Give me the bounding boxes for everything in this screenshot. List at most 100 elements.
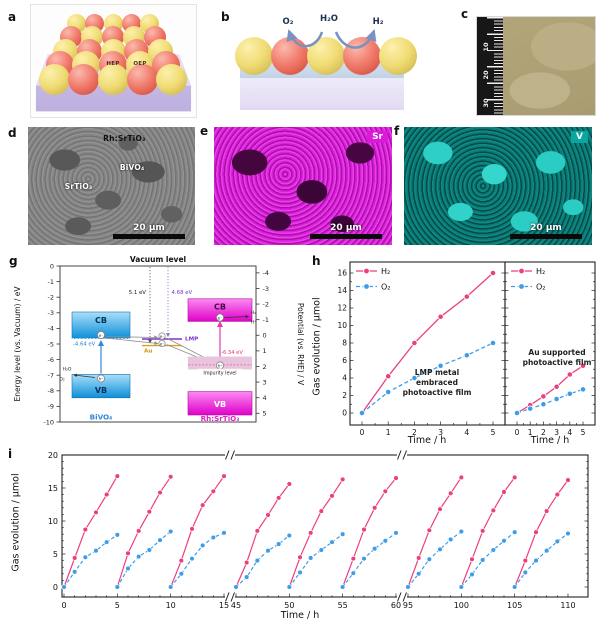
bivo4-annotation: BiVO₄: [119, 163, 145, 172]
svg-text:5: 5: [581, 428, 586, 437]
panel-g-band-diagram: Vacuum level 0-1-2-3-4-5-6-7-8-9-10 -4-3…: [13, 255, 305, 426]
water-oxidation-arrow: [73, 373, 96, 378]
svg-text:14: 14: [337, 286, 347, 295]
srtio3-vb-label: VB: [214, 400, 226, 409]
H2-cycle-line: [116, 476, 172, 588]
h2-molecule-label: H₂: [373, 17, 384, 27]
svg-text:15: 15: [219, 601, 229, 610]
panel-c-photograph: 10 20 30: [476, 16, 596, 116]
au-electron: e⁻: [160, 342, 165, 347]
bivo4-cb-label: CB: [95, 316, 107, 325]
oep-sphere: [235, 37, 273, 75]
scale-bar-line: [510, 234, 582, 239]
svg-text:0: 0: [360, 428, 365, 437]
H2-cycle-line: [63, 475, 118, 588]
ruler-mark-20: 20: [482, 70, 490, 80]
svg-text:5: 5: [491, 428, 496, 437]
panel-a-label: a: [8, 10, 17, 24]
scale-bar: 20 μm: [310, 223, 382, 239]
hep-sphere-label: HEP: [106, 61, 120, 67]
ruler: 10 20 30: [477, 17, 503, 115]
note-line: photoactive film: [522, 357, 592, 367]
ruler-mark-10: 10: [482, 42, 490, 52]
panel-h-label: h: [312, 254, 321, 268]
svg-text:15: 15: [48, 484, 58, 493]
hep-sphere: [343, 37, 381, 75]
bivo4-hole: h⁺: [99, 377, 104, 382]
svg-text:0: 0: [50, 262, 54, 270]
lmp-film-note: LMP metal embraced photoactive film: [391, 368, 483, 397]
svg-text:60: 60: [391, 601, 401, 610]
svg-text:20: 20: [48, 451, 58, 460]
O2-cycle-line: [407, 531, 462, 588]
oep-sphere: [97, 63, 129, 95]
photocatalyst-film-photo: [503, 17, 595, 115]
o2-molecule-label: O₂: [283, 17, 294, 27]
au-workfunction-value: 5.1 eV: [129, 290, 147, 296]
H2-cycle-line: [288, 479, 344, 588]
hep-sphere: [271, 37, 309, 75]
lmp-electron-circle: [158, 332, 166, 340]
O₂-line: [361, 342, 494, 414]
svg-text:-3: -3: [48, 309, 54, 317]
impurity-label-pill: [196, 368, 244, 376]
panel-i-label: i: [8, 447, 13, 461]
v-element-badge: V: [571, 131, 588, 143]
svg-text:2: 2: [541, 428, 546, 437]
H2-cycle-line: [235, 483, 290, 588]
svg-text:1: 1: [386, 428, 391, 437]
svg-text:55: 55: [338, 601, 348, 610]
scale-bar-text: 20 μm: [133, 223, 165, 233]
substrate-slab: [240, 78, 404, 110]
panel-d-sem-image: Rh:SrTiO₃ BiVO₄ SrTiO₃ 20 μm: [28, 127, 195, 245]
svg-text:-9: -9: [48, 403, 54, 411]
panel-g-label: g: [9, 254, 18, 268]
oep-sphere: [38, 63, 70, 95]
lmp-label: LMP: [185, 337, 198, 343]
bivo4-cb-edge-value: -4.64 eV: [73, 342, 96, 348]
H2-cycle-line: [407, 477, 462, 588]
svg-text:-5: -5: [48, 340, 54, 348]
bivo4-electron: e⁻: [99, 333, 104, 338]
svg-text:-2: -2: [263, 300, 269, 308]
scale-bar-text: 20 μm: [330, 223, 362, 233]
svg-text:5: 5: [53, 550, 58, 559]
svg-text:6: 6: [342, 356, 347, 365]
svg-text:0: 0: [263, 332, 267, 340]
legend-H₂: H₂: [381, 267, 390, 276]
scale-bar-line: [310, 234, 382, 239]
svg-text:-1: -1: [48, 278, 54, 286]
svg-text:12: 12: [337, 304, 347, 313]
svg-text:95: 95: [403, 601, 413, 610]
svg-text:10: 10: [337, 321, 347, 330]
svg-text:0: 0: [342, 409, 347, 418]
electron-transfer-arrow-1: [104, 335, 159, 340]
svg-text:110: 110: [560, 601, 575, 610]
panel-e-label: e: [200, 124, 209, 138]
svg-text:4: 4: [342, 374, 347, 383]
svg-text:4: 4: [464, 428, 469, 437]
O2-cycle-line: [235, 535, 290, 588]
reaction-arrows: O₂ H₂O H₂: [283, 14, 384, 49]
scale-bar-line: [113, 234, 185, 239]
srtio3-vb-box: [187, 391, 253, 416]
svg-text:-4: -4: [48, 325, 54, 333]
svg-text:-6: -6: [48, 356, 54, 364]
hep-sphere: [126, 63, 158, 95]
legend-O₂: O₂: [381, 282, 391, 291]
svg-text:-10: -10: [43, 418, 54, 426]
bivo4-vb-label: VB: [95, 386, 107, 395]
svg-text:-1: -1: [263, 316, 269, 324]
oep-sphere: [156, 63, 188, 95]
svg-text:1: 1: [263, 347, 267, 355]
svg-text:3: 3: [438, 428, 443, 437]
h-right-x-axis-label: Time / h: [530, 435, 570, 446]
H2-cycle-line: [514, 479, 569, 588]
h2o-label: H₂O: [63, 367, 72, 373]
svg-text:0: 0: [61, 601, 66, 610]
svg-text:45: 45: [231, 601, 241, 610]
oep-sphere: [379, 37, 417, 75]
